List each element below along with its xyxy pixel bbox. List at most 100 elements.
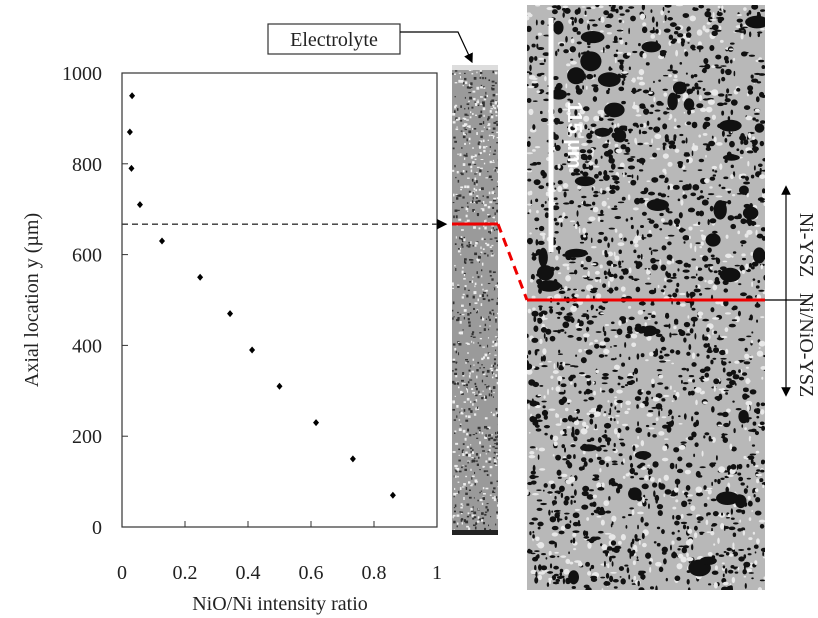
- texture: [572, 533, 576, 537]
- texture: [602, 201, 607, 207]
- texture: [577, 185, 581, 189]
- texture: [599, 468, 601, 472]
- texture: [752, 444, 755, 446]
- texture: [603, 174, 610, 181]
- texture: [690, 391, 695, 396]
- texture: [755, 497, 760, 502]
- texture: [482, 450, 485, 451]
- texture: [485, 220, 486, 222]
- texture: [544, 76, 547, 81]
- texture: [705, 155, 707, 158]
- texture: [695, 400, 698, 406]
- texture: [468, 290, 470, 291]
- texture: [589, 342, 593, 345]
- texture: [745, 583, 747, 589]
- texture: [712, 571, 719, 575]
- texture: [749, 55, 755, 57]
- texture: [462, 125, 465, 127]
- point: [227, 310, 233, 317]
- texture: [668, 219, 672, 225]
- texture: [718, 6, 721, 8]
- texture: [452, 73, 453, 75]
- texture: [575, 176, 596, 186]
- texture: [756, 479, 759, 484]
- texture: [493, 188, 494, 190]
- texture: [472, 449, 473, 451]
- texture: [638, 43, 641, 46]
- texture: [747, 478, 751, 480]
- texture: [498, 153, 499, 155]
- texture: [464, 273, 466, 274]
- texture: [625, 42, 627, 45]
- texture: [606, 463, 609, 467]
- texture: [494, 237, 497, 238]
- texture: [570, 220, 575, 222]
- texture: [607, 198, 609, 200]
- y-tick-label: 800: [72, 154, 102, 176]
- texture: [595, 511, 601, 514]
- texture: [480, 86, 483, 88]
- texture: [457, 382, 459, 384]
- texture: [549, 308, 553, 313]
- texture: [482, 497, 485, 500]
- texture: [618, 320, 622, 326]
- texture: [488, 438, 490, 441]
- texture: [691, 544, 693, 550]
- texture: [702, 319, 709, 322]
- texture: [567, 426, 571, 428]
- texture: [480, 103, 482, 105]
- texture: [694, 246, 696, 253]
- texture: [554, 574, 559, 577]
- texture: [658, 285, 660, 288]
- texture: [524, 45, 530, 51]
- texture: [691, 258, 696, 260]
- texture: [583, 235, 586, 238]
- point: [313, 419, 319, 426]
- texture: [615, 415, 620, 417]
- texture: [468, 512, 470, 514]
- texture: [703, 485, 706, 490]
- texture: [670, 22, 677, 27]
- texture: [688, 587, 691, 592]
- texture: [694, 532, 697, 538]
- texture: [647, 432, 650, 437]
- texture: [525, 363, 532, 369]
- texture: [607, 32, 612, 34]
- texture: [472, 179, 473, 181]
- texture: [465, 362, 466, 364]
- texture: [461, 236, 463, 238]
- texture: [527, 212, 529, 214]
- texture: [681, 522, 687, 524]
- texture: [492, 491, 494, 493]
- texture: [486, 95, 488, 97]
- texture: [581, 234, 584, 240]
- texture: [662, 445, 667, 451]
- micrograph: [524, 3, 768, 593]
- texture: [586, 86, 588, 90]
- texture: [594, 475, 599, 479]
- texture: [606, 90, 609, 94]
- texture: [743, 389, 749, 392]
- texture: [684, 413, 687, 419]
- texture: [575, 509, 580, 511]
- texture: [714, 280, 720, 284]
- texture: [611, 237, 613, 242]
- texture: [755, 511, 762, 516]
- texture: [642, 497, 644, 503]
- texture: [697, 516, 704, 521]
- texture: [481, 446, 484, 448]
- texture: [544, 483, 548, 488]
- texture: [699, 246, 702, 248]
- texture: [455, 469, 457, 470]
- texture: [604, 456, 611, 461]
- texture: [473, 359, 475, 361]
- texture: [532, 307, 535, 310]
- texture: [686, 463, 693, 468]
- texture: [729, 324, 736, 328]
- texture: [699, 159, 704, 163]
- texture: [495, 436, 498, 438]
- texture: [695, 420, 699, 427]
- texture: [483, 298, 486, 300]
- texture: [604, 270, 607, 275]
